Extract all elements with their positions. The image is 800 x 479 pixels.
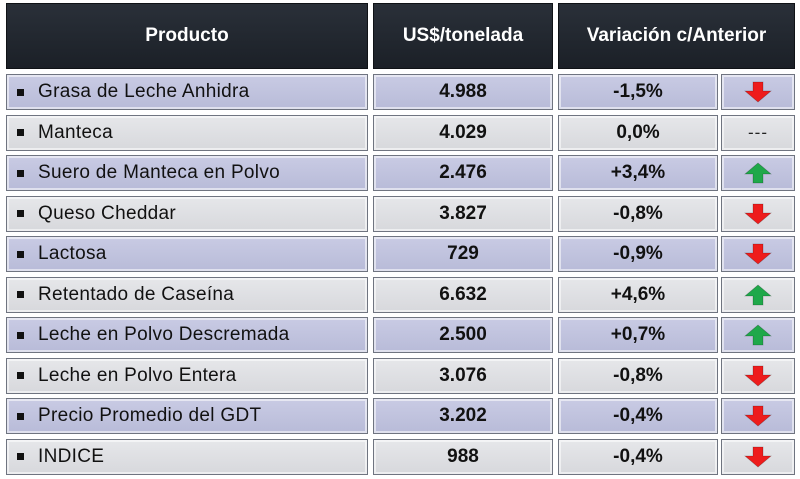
product-name: INDICE [38, 445, 105, 467]
product-cell: Leche en Polvo Entera [6, 357, 368, 394]
variation-cell: -0,9% [558, 236, 718, 272]
product-cell: Lactosa [6, 236, 368, 272]
product-name: Queso Cheddar [38, 202, 177, 224]
bullet-icon [17, 291, 24, 298]
product-name: Manteca [38, 121, 113, 143]
trend-cell [721, 398, 795, 434]
no-change-indicator: --- [748, 122, 768, 142]
bullet-icon [17, 88, 24, 96]
table-header: Producto US$/tonelada Variación c/Anteri… [2, 3, 798, 69]
table-row: Grasa de Leche Anhidra 4.988 -1,5% [2, 74, 798, 110]
arrow-down-icon [744, 405, 772, 427]
table-row: Retentado de Caseína 6.632 +4,6% [2, 276, 798, 313]
header-price: US$/tonelada [373, 3, 553, 69]
bullet-icon [17, 169, 24, 177]
table-row: Leche en Polvo Descremada 2.500 +0,7% [2, 317, 798, 353]
trend-cell [721, 236, 795, 272]
variation-cell: -0,4% [558, 398, 718, 434]
bullet-icon [17, 250, 24, 258]
price-cell: 4.988 [373, 74, 553, 110]
bullet-icon [17, 210, 24, 217]
variation-cell: -0,8% [558, 357, 718, 394]
arrow-down-icon [744, 203, 772, 225]
product-cell: Retentado de Caseína [6, 276, 368, 313]
table-row: Precio Promedio del GDT 3.202 -0,4% [2, 398, 798, 434]
arrow-up-icon [744, 324, 772, 346]
arrow-down-icon [744, 81, 772, 103]
arrow-down-icon [744, 446, 772, 468]
product-name: Suero de Manteca en Polvo [38, 162, 280, 183]
product-name: Lactosa [38, 243, 107, 264]
table-row: Leche en Polvo Entera 3.076 -0,8% [2, 357, 798, 394]
variation-cell: +4,6% [558, 276, 718, 313]
trend-cell [721, 155, 795, 191]
table-row: Lactosa 729 -0,9% [2, 236, 798, 272]
price-cell: 2.500 [373, 317, 553, 353]
price-cell: 3.202 [373, 398, 553, 434]
product-cell: Grasa de Leche Anhidra [6, 74, 368, 110]
product-name: Precio Promedio del GDT [38, 405, 262, 426]
table-row: INDICE 988 -0,4% [2, 438, 798, 475]
trend-cell: --- [721, 114, 795, 151]
trend-cell [721, 438, 795, 475]
price-cell: 6.632 [373, 276, 553, 313]
variation-cell: +0,7% [558, 317, 718, 353]
trend-cell [721, 74, 795, 110]
trend-cell [721, 276, 795, 313]
variation-cell: +3,4% [558, 155, 718, 191]
product-cell: Suero de Manteca en Polvo [6, 155, 368, 191]
trend-cell [721, 357, 795, 394]
variation-cell: 0,0% [558, 114, 718, 151]
arrow-up-icon [744, 283, 772, 305]
bullet-icon [17, 372, 24, 379]
price-cell: 3.076 [373, 357, 553, 394]
trend-cell [721, 195, 795, 232]
price-cell: 4.029 [373, 114, 553, 151]
product-cell: Manteca [6, 114, 368, 151]
bullet-icon [17, 331, 24, 339]
price-cell: 2.476 [373, 155, 553, 191]
product-name: Leche en Polvo Descremada [38, 324, 290, 345]
price-cell: 3.827 [373, 195, 553, 232]
product-name: Grasa de Leche Anhidra [38, 81, 250, 102]
table-row: Queso Cheddar 3.827 -0,8% [2, 195, 798, 232]
table-row: Manteca 4.029 0,0% --- [2, 114, 798, 151]
product-cell: Queso Cheddar [6, 195, 368, 232]
product-name: Retentado de Caseína [38, 283, 235, 305]
price-cell: 729 [373, 236, 553, 272]
product-cell: Leche en Polvo Descremada [6, 317, 368, 353]
header-variation: Variación c/Anterior [558, 3, 795, 69]
product-cell: Precio Promedio del GDT [6, 398, 368, 434]
trend-cell [721, 317, 795, 353]
variation-cell: -0,8% [558, 195, 718, 232]
bullet-icon [17, 453, 24, 460]
variation-cell: -1,5% [558, 74, 718, 110]
arrow-up-icon [744, 162, 772, 184]
product-cell: INDICE [6, 438, 368, 475]
table-row: Suero de Manteca en Polvo 2.476 +3,4% [2, 155, 798, 191]
header-product: Producto [6, 3, 368, 69]
bullet-icon [17, 129, 24, 136]
variation-cell: -0,4% [558, 438, 718, 475]
arrow-down-icon [744, 365, 772, 387]
price-cell: 988 [373, 438, 553, 475]
arrow-down-icon [744, 243, 772, 265]
bullet-icon [17, 412, 24, 420]
product-name: Leche en Polvo Entera [38, 364, 237, 386]
dairy-prices-table: Producto US$/tonelada Variación c/Anteri… [2, 3, 798, 477]
